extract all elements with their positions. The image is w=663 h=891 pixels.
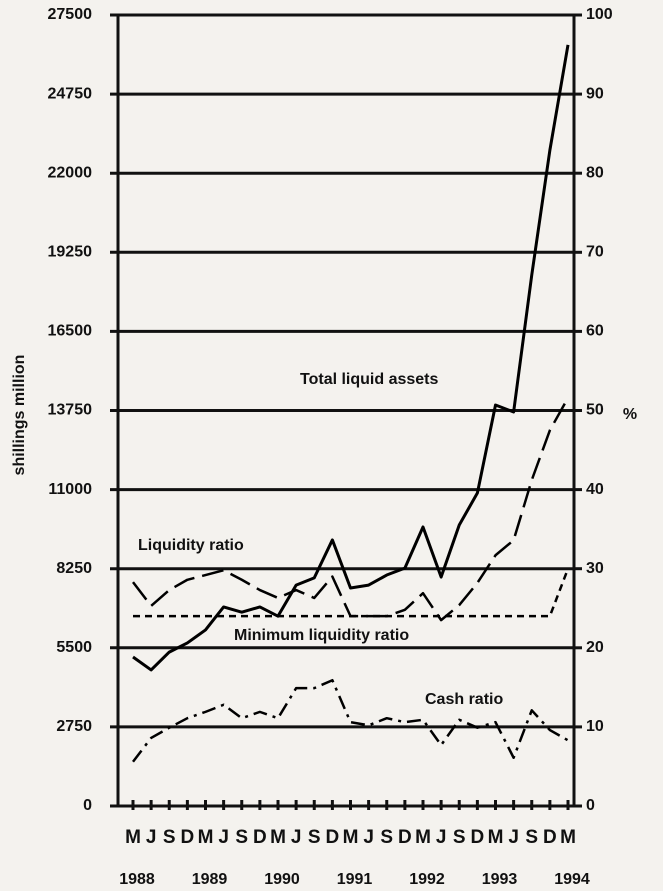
y2-tick-label: 100: [586, 6, 613, 23]
y2-tick-label: 30: [586, 560, 604, 577]
series-line: [133, 568, 570, 618]
y-tick-label: 0: [83, 797, 92, 814]
year-label: 1988: [119, 871, 155, 888]
y2-tick-label: 60: [586, 323, 604, 340]
x-tick-label: D: [326, 827, 340, 848]
x-tick-label: J: [363, 827, 374, 848]
year-label: 1992: [409, 871, 445, 888]
y-tick-label: 22000: [48, 164, 93, 181]
x-tick-label: J: [436, 827, 447, 848]
x-tick-label: M: [560, 827, 576, 848]
y-tick-label: 8250: [56, 560, 92, 577]
y2-tick-label: 10: [586, 718, 604, 735]
year-label: 1993: [482, 871, 518, 888]
x-tick-label: J: [146, 827, 157, 848]
x-tick-label: D: [543, 827, 557, 848]
y2-tick-label: 90: [586, 85, 604, 102]
y2-axis-label: %: [623, 406, 637, 423]
y-tick-label: 11000: [48, 481, 92, 498]
y-tick-label: 19250: [48, 244, 93, 261]
x-tick-label: M: [198, 827, 214, 848]
y2-tick-label: 20: [586, 639, 604, 656]
x-tick-label: D: [471, 827, 485, 848]
x-tick-label: M: [125, 827, 141, 848]
series-line: [132, 44, 570, 672]
x-tick-label: J: [291, 827, 302, 848]
y-axis-label: shillings million: [11, 355, 28, 476]
year-label: 1991: [337, 871, 373, 888]
series-label: Cash ratio: [425, 691, 503, 708]
x-tick-label: S: [453, 827, 466, 848]
x-tick-label: M: [270, 827, 286, 848]
year-label: 1989: [192, 871, 228, 888]
x-tick-label: S: [235, 827, 248, 848]
year-label: 1994: [554, 871, 590, 888]
series-label: Minimum liquidity ratio: [234, 627, 409, 644]
series-label: Total liquid assets: [300, 371, 439, 388]
x-tick-label: S: [525, 827, 538, 848]
y2-tick-label: 80: [586, 164, 604, 181]
y-tick-label: 24750: [48, 85, 93, 102]
x-tick-label: S: [163, 827, 176, 848]
x-tick-label: S: [308, 827, 321, 848]
y-tick-label: 13750: [48, 402, 93, 419]
y2-tick-label: 0: [586, 797, 595, 814]
x-tick-label: S: [380, 827, 393, 848]
y2-tick-label: 50: [586, 402, 604, 419]
y-tick-label: 16500: [48, 323, 93, 340]
x-tick-label: D: [398, 827, 412, 848]
x-tick-label: M: [488, 827, 504, 848]
series-label: Liquidity ratio: [138, 537, 244, 554]
y2-tick-label: 40: [586, 481, 604, 498]
y-tick-label: 2750: [56, 718, 92, 735]
x-tick-label: J: [508, 827, 519, 848]
x-tick-label: D: [181, 827, 195, 848]
x-tick-label: M: [343, 827, 359, 848]
y2-tick-label: 70: [586, 244, 604, 261]
series-line: [132, 678, 569, 763]
y-tick-label: 5500: [56, 639, 92, 656]
y-tick-label: 27500: [48, 6, 93, 23]
year-label: 1990: [264, 871, 300, 888]
x-tick-label: D: [253, 827, 267, 848]
x-tick-label: M: [415, 827, 431, 848]
x-tick-label: J: [218, 827, 229, 848]
